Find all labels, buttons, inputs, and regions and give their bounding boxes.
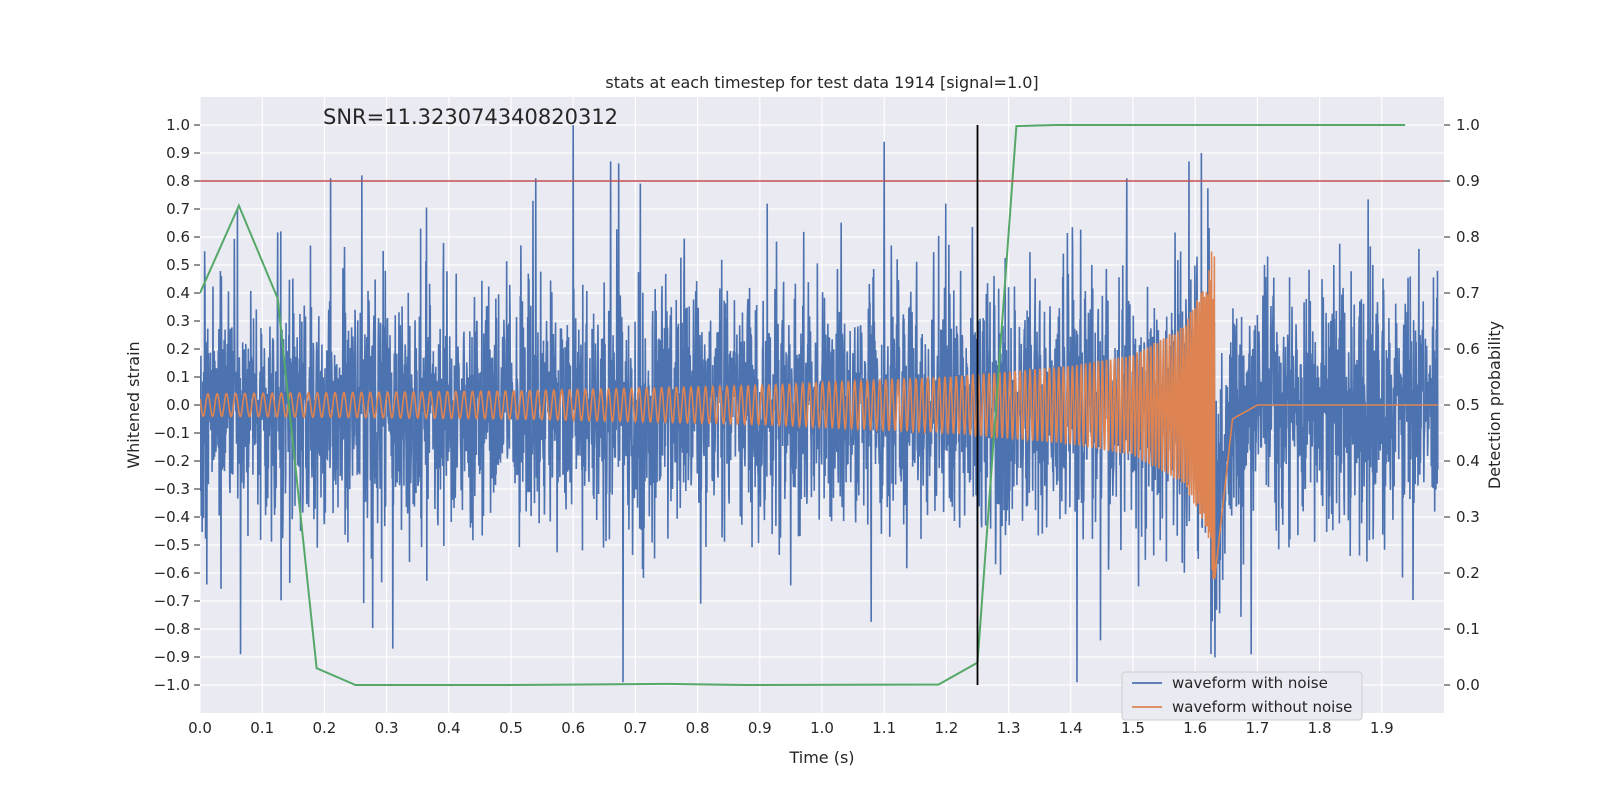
legend-label-noise: waveform with noise: [1172, 674, 1328, 692]
x-tick-label: 0.8: [686, 719, 710, 737]
y-tick-label: −0.2: [154, 452, 190, 470]
y2-tick-label: 0.7: [1456, 284, 1480, 302]
series-line-clean: [200, 251, 1438, 579]
x-tick-label: 0.4: [437, 719, 461, 737]
x-tick-label: 0.6: [561, 719, 585, 737]
y2-tick-label: 0.9: [1456, 172, 1480, 190]
series-line-detection: [200, 124, 1406, 687]
series-layer: [200, 124, 1444, 687]
x-axis-label: Time (s): [788, 748, 854, 767]
y-tick-label: 0.0: [166, 396, 190, 414]
x-tick-label: 1.3: [997, 719, 1021, 737]
y-tick-label: 1.0: [166, 116, 190, 134]
y-tick-label: 0.7: [166, 200, 190, 218]
x-tick-label: 0.1: [250, 719, 274, 737]
x-tick-label: 1.5: [1121, 719, 1145, 737]
y-tick-label: −0.3: [154, 480, 190, 498]
y-tick-label: −0.9: [154, 648, 190, 666]
y-tick-label: −1.0: [154, 676, 190, 694]
y-tick-label: 0.2: [166, 340, 190, 358]
ticks: 0.0 0.1 0.2 0.3 0.4 0.5 0.6 0.7 0.8 0.9 1.0 1.1 1.2 1…: [154, 116, 1480, 737]
y2-tick-label: 0.5: [1456, 396, 1480, 414]
x-tick-label: 1.1: [872, 719, 896, 737]
y-tick-label: 0.3: [166, 312, 190, 330]
y2-tick-label: 0.1: [1456, 620, 1480, 638]
y2-tick-label: 0.2: [1456, 564, 1480, 582]
x-tick-label: 0.0: [188, 719, 212, 737]
snr-annotation: SNR=11.323074340820312: [323, 105, 618, 129]
y-axis-label: Whitened strain: [124, 341, 143, 468]
y-tick-label: −0.5: [154, 536, 190, 554]
x-tick-label: 1.2: [934, 719, 958, 737]
x-tick-label: 1.8: [1308, 719, 1332, 737]
y2-tick-label: 1.0: [1456, 116, 1480, 134]
y-tick-label: −0.8: [154, 620, 190, 638]
y-tick-label: 0.9: [166, 144, 190, 162]
legend-label-clean: waveform without noise: [1172, 698, 1352, 716]
y2-axis-label: Detection probability: [1485, 321, 1504, 489]
x-tick-label: 1.0: [810, 719, 834, 737]
y2-tick-label: 0.3: [1456, 508, 1480, 526]
x-tick-label: 1.7: [1245, 719, 1269, 737]
x-tick-label: 1.4: [1059, 719, 1083, 737]
legend: waveform with noise waveform without noi…: [1121, 671, 1363, 721]
x-tick-label: 0.7: [623, 719, 647, 737]
series-line-noise: [200, 124, 1439, 683]
y2-tick-label: 0.6: [1456, 340, 1480, 358]
y2-tick-label: 0.4: [1456, 452, 1480, 470]
y-tick-label: −0.6: [154, 564, 190, 582]
y-tick-label: −0.1: [154, 424, 190, 442]
legend-box: [1121, 671, 1363, 721]
y-tick-label: 0.5: [166, 256, 190, 274]
y-tick-label: 0.1: [166, 368, 190, 386]
chart-title: stats at each timestep for test data 191…: [605, 73, 1038, 92]
y-tick-label: −0.7: [154, 592, 190, 610]
x-tick-label: 1.6: [1183, 719, 1207, 737]
y-tick-label: −0.4: [154, 508, 190, 526]
x-tick-label: 0.9: [748, 719, 772, 737]
x-tick-label: 0.2: [312, 719, 336, 737]
y2-tick-label: 0.8: [1456, 228, 1480, 246]
y-tick-label: 0.6: [166, 228, 190, 246]
y2-tick-label: 0.0: [1456, 676, 1480, 694]
x-tick-label: 0.5: [499, 719, 523, 737]
y-tick-label: 0.8: [166, 172, 190, 190]
x-tick-label: 1.9: [1370, 719, 1394, 737]
x-tick-label: 0.3: [375, 719, 399, 737]
y-tick-label: 0.4: [166, 284, 190, 302]
